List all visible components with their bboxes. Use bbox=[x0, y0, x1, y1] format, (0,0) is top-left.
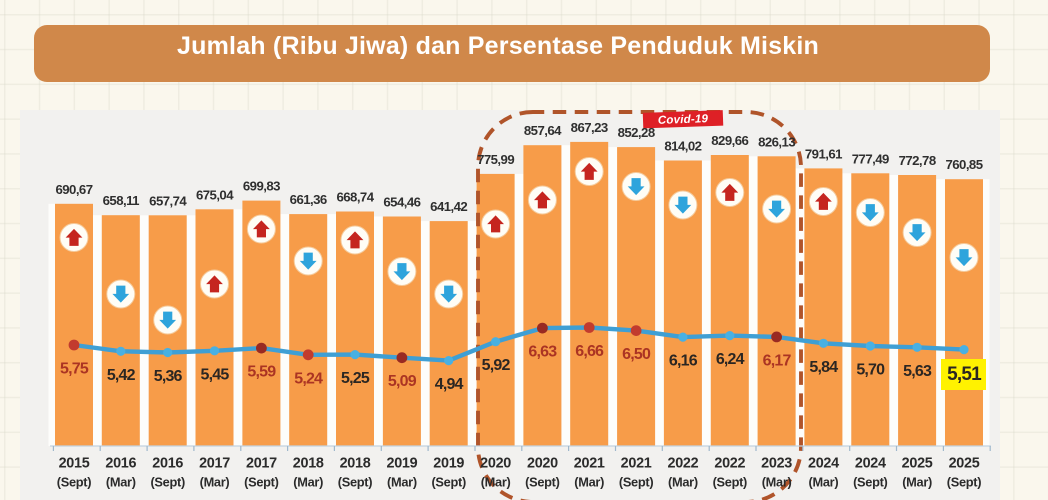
svg-text:(Mar): (Mar) bbox=[574, 475, 604, 490]
svg-text:2024: 2024 bbox=[855, 456, 886, 472]
svg-text:690,67: 690,67 bbox=[55, 182, 92, 197]
svg-text:Covid-19: Covid-19 bbox=[658, 113, 709, 127]
svg-text:2020: 2020 bbox=[480, 456, 511, 472]
svg-text:(Mar): (Mar) bbox=[293, 475, 323, 490]
svg-text:2016: 2016 bbox=[105, 456, 136, 472]
svg-text:826,13: 826,13 bbox=[758, 134, 795, 149]
svg-text:(Mar): (Mar) bbox=[762, 475, 792, 490]
svg-text:(Sept): (Sept) bbox=[525, 475, 559, 490]
svg-text:2023: 2023 bbox=[761, 456, 792, 472]
svg-text:(Sept): (Sept) bbox=[57, 475, 91, 490]
svg-text:668,74: 668,74 bbox=[336, 190, 374, 205]
svg-text:(Mar): (Mar) bbox=[387, 475, 417, 490]
svg-text:2016: 2016 bbox=[152, 456, 183, 472]
svg-text:2019: 2019 bbox=[433, 456, 464, 472]
svg-text:775,99: 775,99 bbox=[477, 152, 514, 167]
svg-text:699,83: 699,83 bbox=[243, 179, 280, 194]
svg-text:772,78: 772,78 bbox=[899, 153, 936, 168]
svg-text:(Mar): (Mar) bbox=[481, 475, 511, 490]
svg-text:5,45: 5,45 bbox=[201, 366, 230, 383]
svg-text:657,74: 657,74 bbox=[149, 193, 187, 208]
svg-text:(Sept): (Sept) bbox=[150, 475, 184, 490]
svg-text:5,51: 5,51 bbox=[947, 364, 982, 385]
svg-text:(Mar): (Mar) bbox=[200, 475, 230, 490]
svg-text:2022: 2022 bbox=[667, 456, 698, 472]
svg-text:760,85: 760,85 bbox=[945, 157, 982, 172]
svg-text:2015: 2015 bbox=[59, 456, 90, 472]
svg-text:5,92: 5,92 bbox=[482, 357, 511, 374]
svg-text:5,70: 5,70 bbox=[856, 362, 885, 379]
svg-text:(Sept): (Sept) bbox=[619, 475, 653, 490]
svg-text:(Mar): (Mar) bbox=[902, 475, 932, 490]
svg-text:2017: 2017 bbox=[246, 456, 277, 472]
svg-text:829,66: 829,66 bbox=[711, 133, 748, 148]
svg-text:791,61: 791,61 bbox=[805, 146, 842, 161]
svg-text:641,42: 641,42 bbox=[430, 199, 467, 214]
svg-text:(Sept): (Sept) bbox=[853, 475, 887, 490]
svg-text:852,28: 852,28 bbox=[618, 125, 655, 140]
svg-text:5,25: 5,25 bbox=[341, 370, 370, 387]
svg-text:5,75: 5,75 bbox=[60, 361, 89, 378]
svg-text:5,59: 5,59 bbox=[247, 364, 276, 381]
svg-text:6,16: 6,16 bbox=[669, 353, 698, 370]
svg-text:867,23: 867,23 bbox=[571, 120, 608, 135]
svg-text:675,04: 675,04 bbox=[196, 187, 234, 202]
svg-text:2024: 2024 bbox=[808, 456, 839, 472]
svg-text:2018: 2018 bbox=[340, 456, 371, 472]
svg-text:(Sept): (Sept) bbox=[947, 475, 981, 490]
svg-text:4,94: 4,94 bbox=[435, 376, 464, 393]
svg-text:5,42: 5,42 bbox=[107, 367, 136, 384]
svg-text:5,63: 5,63 bbox=[903, 363, 932, 380]
svg-text:661,36: 661,36 bbox=[290, 192, 327, 207]
svg-text:654,46: 654,46 bbox=[383, 195, 420, 210]
svg-text:(Sept): (Sept) bbox=[244, 475, 278, 490]
svg-text:(Mar): (Mar) bbox=[106, 475, 136, 490]
svg-text:2021: 2021 bbox=[621, 456, 652, 472]
svg-text:(Mar): (Mar) bbox=[668, 475, 698, 490]
svg-text:5,24: 5,24 bbox=[294, 370, 323, 387]
svg-text:2019: 2019 bbox=[386, 456, 417, 472]
svg-text:857,64: 857,64 bbox=[524, 123, 562, 138]
svg-text:2017: 2017 bbox=[199, 456, 230, 472]
svg-text:2022: 2022 bbox=[714, 456, 745, 472]
svg-text:2018: 2018 bbox=[293, 456, 324, 472]
svg-text:6,66: 6,66 bbox=[575, 343, 604, 360]
svg-text:(Sept): (Sept) bbox=[338, 475, 372, 490]
svg-text:6,50: 6,50 bbox=[622, 346, 651, 363]
svg-text:(Sept): (Sept) bbox=[713, 475, 747, 490]
svg-text:6,63: 6,63 bbox=[528, 344, 557, 361]
svg-text:(Mar): (Mar) bbox=[809, 475, 839, 490]
svg-text:5,09: 5,09 bbox=[388, 373, 417, 390]
svg-text:2021: 2021 bbox=[574, 456, 605, 472]
svg-text:6,24: 6,24 bbox=[716, 351, 745, 368]
svg-text:2020: 2020 bbox=[527, 456, 558, 472]
svg-text:(Sept): (Sept) bbox=[431, 475, 465, 490]
svg-text:2025: 2025 bbox=[949, 456, 980, 472]
svg-text:814,02: 814,02 bbox=[664, 139, 701, 154]
svg-text:2025: 2025 bbox=[902, 456, 933, 472]
svg-text:658,11: 658,11 bbox=[103, 193, 140, 208]
svg-text:5,84: 5,84 bbox=[809, 359, 838, 376]
svg-text:777,49: 777,49 bbox=[852, 151, 889, 166]
svg-text:5,36: 5,36 bbox=[154, 368, 183, 385]
svg-text:6,17: 6,17 bbox=[763, 352, 792, 369]
